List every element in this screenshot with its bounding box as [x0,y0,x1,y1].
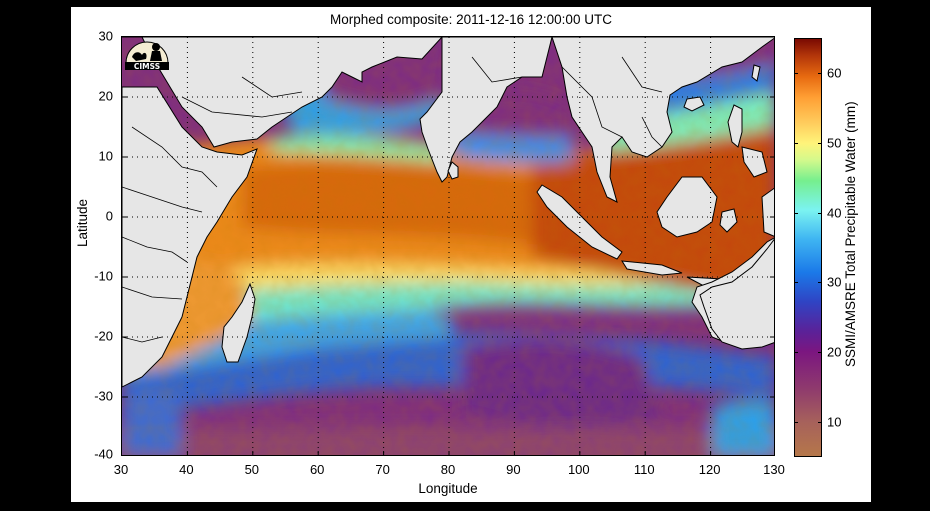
y-tick-label: -20 [94,328,113,344]
y-tick-label: -40 [94,446,113,462]
x-tick-label: 60 [309,462,325,477]
colorbar-tick [794,282,798,283]
colorbar-tick-label: 50 [827,135,842,151]
colorbar-tick-label: 30 [827,274,842,290]
x-tick-label: 110 [633,462,655,477]
colorbar-tick [818,73,822,74]
x-tick-label: 40 [179,462,194,477]
x-tick-label: 120 [698,462,721,477]
y-tick-label: 10 [98,148,113,164]
x-tick-label: 130 [763,462,785,477]
x-tick-label: 30 [113,462,129,477]
y-tick-label: 20 [98,88,113,104]
x-axis-label: Longitude [418,481,478,496]
y-axis-label: Latitude [75,198,90,247]
x-tick-label: 100 [567,462,590,477]
colorbar-tick-label: 20 [827,344,842,360]
grid-lines [122,37,774,455]
map-plot-area: CIMSS [121,36,775,456]
colorbar-label: SSMI/AMSRE Total Precipitable Water (mm) [843,101,858,367]
colorbar-tick [818,143,822,144]
colorbar-tick [794,213,798,214]
y-tick-label: 30 [98,28,113,44]
x-tick-label: 90 [506,462,521,477]
colorbar [794,38,822,457]
y-tick-label: -10 [94,268,113,284]
colorbar-tick-label: 10 [827,414,842,430]
colorbar-tick [794,422,798,423]
x-tick-label: 70 [375,462,390,477]
svg-text:CIMSS: CIMSS [134,62,160,71]
land-masses [122,37,774,388]
y-tick-label: -30 [94,388,113,404]
x-tick-label: 50 [244,462,260,477]
y-tick-label: 0 [105,208,113,224]
colorbar-tick [818,352,822,353]
colorbar-tick [794,352,798,353]
colorbar-tick [818,213,822,214]
colorbar-tick [794,73,798,74]
axis-ticks [122,96,774,455]
x-tick-label: 80 [440,462,456,477]
figure-panel: Morphed composite: 2011-12-16 12:00:00 U… [71,7,871,502]
country-borders [122,56,663,343]
chart-title: Morphed composite: 2011-12-16 12:00:00 U… [330,12,612,27]
colorbar-tick [818,282,822,283]
precipitable-water-map [122,37,774,455]
colorbar-tick [794,143,798,144]
cimss-logo-icon: CIMSS [125,41,169,71]
colorbar-tick-label: 40 [827,205,842,221]
colorbar-tick [818,422,822,423]
colorbar-tick-label: 60 [827,65,842,81]
